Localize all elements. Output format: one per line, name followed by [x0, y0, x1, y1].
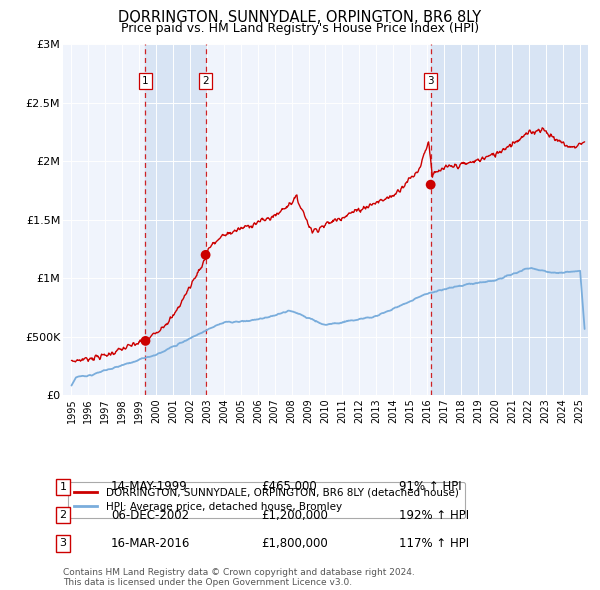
- Text: £1,200,000: £1,200,000: [261, 509, 328, 522]
- Text: 2: 2: [202, 76, 209, 86]
- Point: [426, 180, 436, 189]
- Text: 06-DEC-2002: 06-DEC-2002: [111, 509, 189, 522]
- Text: 2: 2: [59, 510, 67, 520]
- Text: 117% ↑ HPI: 117% ↑ HPI: [399, 537, 469, 550]
- Text: £1,800,000: £1,800,000: [261, 537, 328, 550]
- Text: 16-MAR-2016: 16-MAR-2016: [111, 537, 190, 550]
- Legend: DORRINGTON, SUNNYDALE, ORPINGTON, BR6 8LY (detached house), HPI: Average price, : DORRINGTON, SUNNYDALE, ORPINGTON, BR6 8L…: [68, 481, 465, 518]
- Text: DORRINGTON, SUNNYDALE, ORPINGTON, BR6 8LY: DORRINGTON, SUNNYDALE, ORPINGTON, BR6 8L…: [118, 10, 482, 25]
- Bar: [431, 44, 588, 395]
- Text: 91% ↑ HPI: 91% ↑ HPI: [399, 480, 461, 493]
- Text: £465,000: £465,000: [261, 480, 317, 493]
- Text: 1: 1: [142, 76, 149, 86]
- Point: [201, 250, 211, 260]
- Point: [140, 336, 150, 346]
- Text: 14-MAY-1999: 14-MAY-1999: [111, 480, 188, 493]
- Text: 3: 3: [427, 76, 434, 86]
- Text: Price paid vs. HM Land Registry's House Price Index (HPI): Price paid vs. HM Land Registry's House …: [121, 22, 479, 35]
- Text: 3: 3: [59, 539, 67, 548]
- Text: 1: 1: [59, 482, 67, 491]
- Text: 192% ↑ HPI: 192% ↑ HPI: [399, 509, 469, 522]
- Text: Contains HM Land Registry data © Crown copyright and database right 2024.
This d: Contains HM Land Registry data © Crown c…: [63, 568, 415, 587]
- Bar: [145, 44, 206, 395]
